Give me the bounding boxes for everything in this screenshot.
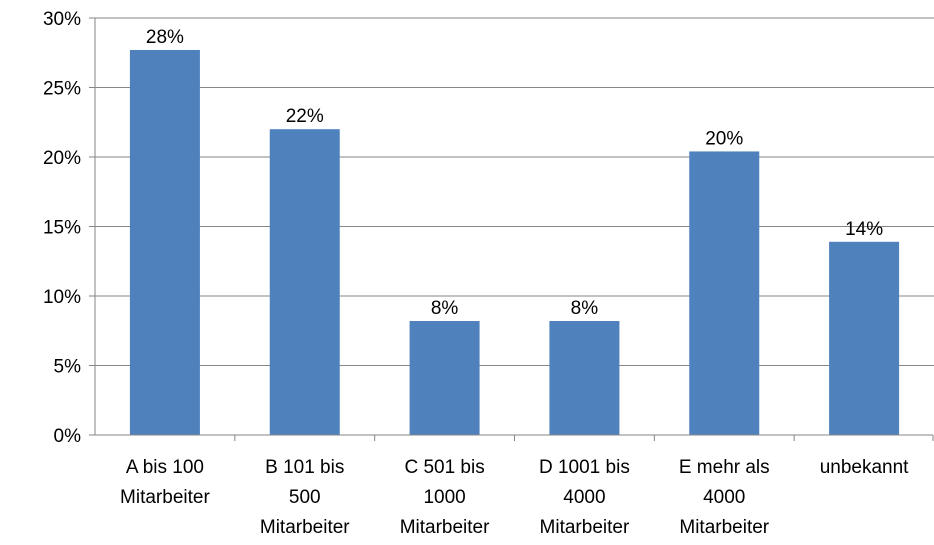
bar [129,49,200,435]
x-category-label: Mitarbeiter [679,517,769,538]
data-label: 8% [431,298,459,319]
data-label: 28% [146,27,184,48]
x-category-label: Mitarbeiter [400,517,490,538]
y-tick-label: 10% [43,287,81,308]
data-label: 14% [845,219,883,240]
y-tick-label: 15% [43,218,81,239]
y-tick-label: 5% [54,357,82,378]
bar [549,321,620,435]
x-category-labels: A bis 100 Mitarbeiter B 101 bis 500 Mitarbei… [120,457,909,538]
x-category-label: unbekannt [820,457,909,478]
data-label: 8% [571,298,599,319]
x-category-label: E mehr als [679,457,770,478]
x-category-label: 4000 [563,487,605,508]
bar [689,151,760,435]
y-tick-label: 30% [43,9,81,30]
axes [89,17,934,441]
x-category-label: A bis 100 [126,457,204,478]
x-category-label: 4000 [703,487,745,508]
y-tick-label: 20% [43,148,81,169]
x-category-label: C 501 bis [404,457,484,478]
data-labels: 28% 22% 8% 8% 20% 14% [146,27,883,319]
gridlines [95,17,934,366]
x-category-label: D 1001 bis [539,457,630,478]
x-category-label: Mitarbeiter [540,517,630,538]
bar [269,129,340,435]
data-label: 22% [286,106,324,127]
x-category-label: B 101 bis [265,457,344,478]
x-category-label: 500 [289,487,321,508]
x-category-label: 1000 [423,487,465,508]
y-tick-labels: 0% 5% 10% 15% 20% 25% 30% [43,9,81,447]
data-label: 20% [705,128,743,149]
y-tick-label: 25% [43,79,81,100]
x-category-label: Mitarbeiter [120,487,210,508]
bar [829,241,900,435]
x-category-label: Mitarbeiter [260,517,350,538]
bar [409,321,480,435]
y-tick-label: 0% [54,426,82,447]
bars [129,49,900,435]
